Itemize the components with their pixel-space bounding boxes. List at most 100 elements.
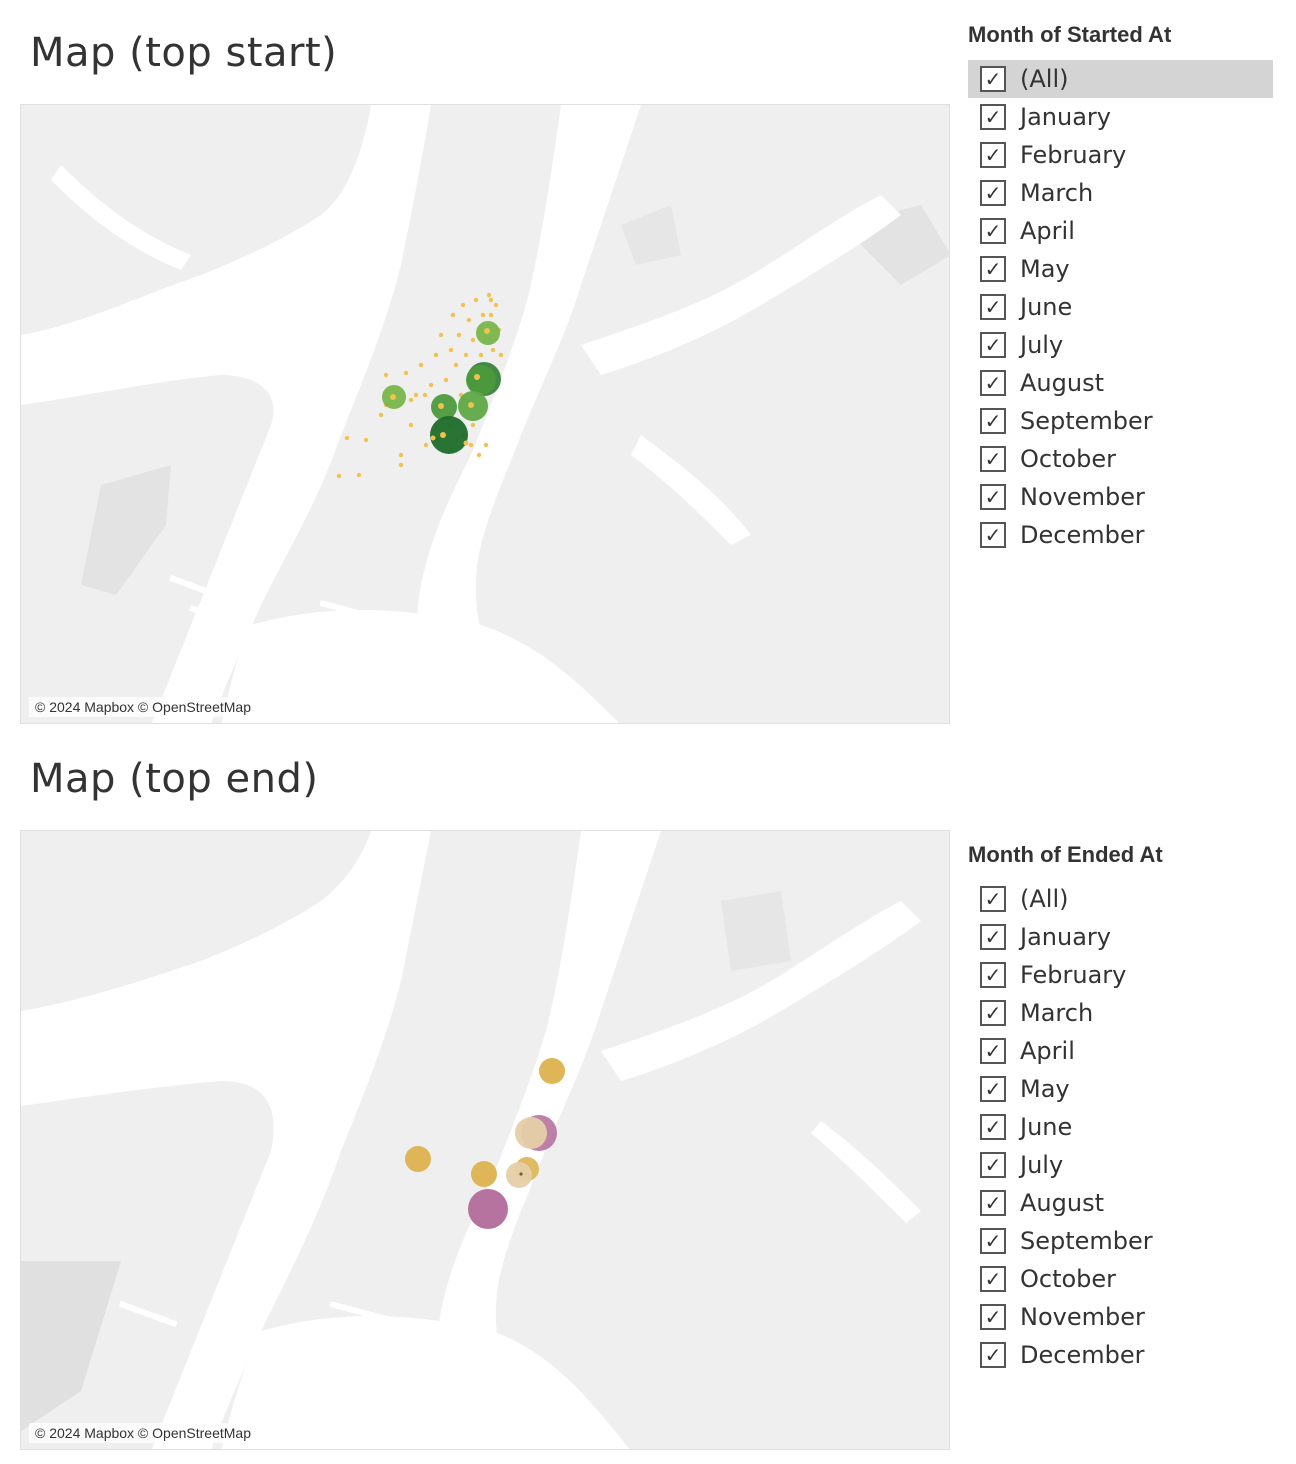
- filter-item-label: April: [1020, 1037, 1075, 1065]
- map-end[interactable]: © 2024 Mapbox © OpenStreetMap: [20, 830, 950, 1450]
- filter-list: ✓ (All) ✓ January ✓ February ✓ March ✓ April ✓ May ✓…: [968, 880, 1273, 1374]
- filter-item-label: November: [1020, 1303, 1145, 1331]
- end-station-marker[interactable]: [471, 1161, 497, 1187]
- end-station-marker[interactable]: [468, 1189, 508, 1229]
- filter-item-label: September: [1020, 407, 1153, 435]
- filter-item-june[interactable]: ✓ June: [968, 1108, 1273, 1146]
- filter-item-january[interactable]: ✓ January: [968, 98, 1273, 136]
- checkbox-checked-icon[interactable]: ✓: [980, 924, 1006, 950]
- filter-item-label: November: [1020, 483, 1145, 511]
- filter-item-label: (All): [1020, 65, 1069, 93]
- start-station-marker[interactable]: [430, 416, 468, 454]
- end-station-marker[interactable]: [506, 1162, 532, 1188]
- checkbox-checked-icon[interactable]: ✓: [980, 104, 1006, 130]
- filter-item-label: July: [1020, 331, 1064, 359]
- checkbox-checked-icon[interactable]: ✓: [980, 218, 1006, 244]
- checkbox-checked-icon[interactable]: ✓: [980, 256, 1006, 282]
- filter-item-august[interactable]: ✓ August: [968, 1184, 1273, 1222]
- map-attribution[interactable]: © 2024 Mapbox © OpenStreetMap: [29, 1423, 257, 1443]
- filter-item-march[interactable]: ✓ March: [968, 174, 1273, 212]
- filter-item-october[interactable]: ✓ October: [968, 440, 1273, 478]
- checkbox-checked-icon[interactable]: ✓: [980, 408, 1006, 434]
- filter-item-label: March: [1020, 179, 1094, 207]
- filter-item-label: December: [1020, 521, 1145, 549]
- start-station-marker[interactable]: [431, 394, 457, 420]
- checkbox-checked-icon[interactable]: ✓: [980, 1266, 1006, 1292]
- filter-item-label: April: [1020, 217, 1075, 245]
- filter-item-label: June: [1020, 1113, 1073, 1141]
- checkbox-checked-icon[interactable]: ✓: [980, 962, 1006, 988]
- filter-item-september[interactable]: ✓ September: [968, 1222, 1273, 1260]
- checkbox-checked-icon[interactable]: ✓: [980, 1304, 1006, 1330]
- filter-item-label: July: [1020, 1151, 1064, 1179]
- checkbox-checked-icon[interactable]: ✓: [980, 66, 1006, 92]
- filter-item-april[interactable]: ✓ April: [968, 212, 1273, 250]
- map-end-canvas[interactable]: [21, 831, 950, 1450]
- filter-item-label: May: [1020, 255, 1070, 283]
- filter-item-august[interactable]: ✓ August: [968, 364, 1273, 402]
- map-start-canvas[interactable]: [21, 105, 950, 724]
- filter-item-july[interactable]: ✓ July: [968, 326, 1273, 364]
- filter-item-label: January: [1020, 923, 1111, 951]
- filter-item-may[interactable]: ✓ May: [968, 250, 1273, 288]
- filter-item-january[interactable]: ✓ January: [968, 918, 1273, 956]
- checkbox-checked-icon[interactable]: ✓: [980, 1152, 1006, 1178]
- filter-item-february[interactable]: ✓ February: [968, 136, 1273, 174]
- checkbox-checked-icon[interactable]: ✓: [980, 1228, 1006, 1254]
- checkbox-checked-icon[interactable]: ✓: [980, 294, 1006, 320]
- end-station-marker[interactable]: [515, 1117, 547, 1149]
- filter-list: ✓ (All) ✓ January ✓ February ✓ March ✓ April ✓ May ✓…: [968, 60, 1273, 554]
- end-station-marker[interactable]: [405, 1146, 431, 1172]
- checkbox-checked-icon[interactable]: ✓: [980, 370, 1006, 396]
- filter-item-all[interactable]: ✓ (All): [968, 880, 1273, 918]
- checkbox-checked-icon[interactable]: ✓: [980, 1114, 1006, 1140]
- filter-item-label: May: [1020, 1075, 1070, 1103]
- checkbox-checked-icon[interactable]: ✓: [980, 1038, 1006, 1064]
- checkbox-checked-icon[interactable]: ✓: [980, 484, 1006, 510]
- checkbox-checked-icon[interactable]: ✓: [980, 1076, 1006, 1102]
- filter-month-ended: Month of Ended At ✓ (All) ✓ January ✓ Februar…: [968, 842, 1273, 1374]
- filter-title: Month of Ended At: [968, 842, 1163, 867]
- filter-item-june[interactable]: ✓ June: [968, 288, 1273, 326]
- filter-item-september[interactable]: ✓ September: [968, 402, 1273, 440]
- filter-item-february[interactable]: ✓ February: [968, 956, 1273, 994]
- filter-item-label: February: [1020, 961, 1127, 989]
- filter-item-may[interactable]: ✓ May: [968, 1070, 1273, 1108]
- filter-item-april[interactable]: ✓ April: [968, 1032, 1273, 1070]
- filter-item-november[interactable]: ✓ November: [968, 478, 1273, 516]
- filter-month-started: Month of Started At ✓ (All) ✓ January ✓ Febru…: [968, 22, 1273, 554]
- filter-item-november[interactable]: ✓ November: [968, 1298, 1273, 1336]
- filter-item-december[interactable]: ✓ December: [968, 1336, 1273, 1374]
- filter-item-label: August: [1020, 1189, 1104, 1217]
- filter-item-label: October: [1020, 445, 1117, 473]
- map-attribution[interactable]: © 2024 Mapbox © OpenStreetMap: [29, 697, 257, 717]
- filter-item-label: (All): [1020, 885, 1069, 913]
- filter-item-label: February: [1020, 141, 1127, 169]
- checkbox-checked-icon[interactable]: ✓: [980, 180, 1006, 206]
- filter-item-december[interactable]: ✓ December: [968, 516, 1273, 554]
- checkbox-checked-icon[interactable]: ✓: [980, 522, 1006, 548]
- filter-item-july[interactable]: ✓ July: [968, 1146, 1273, 1184]
- filter-item-label: August: [1020, 369, 1104, 397]
- map-start-title: Map (top start): [30, 30, 338, 76]
- checkbox-checked-icon[interactable]: ✓: [980, 332, 1006, 358]
- filter-item-label: January: [1020, 103, 1111, 131]
- map-start[interactable]: © 2024 Mapbox © OpenStreetMap: [20, 104, 950, 724]
- filter-title: Month of Started At: [968, 22, 1172, 47]
- filter-item-label: March: [1020, 999, 1094, 1027]
- checkbox-checked-icon[interactable]: ✓: [980, 142, 1006, 168]
- checkbox-checked-icon[interactable]: ✓: [980, 446, 1006, 472]
- filter-item-label: December: [1020, 1341, 1145, 1369]
- map-end-title: Map (top end): [30, 756, 319, 802]
- filter-item-october[interactable]: ✓ October: [968, 1260, 1273, 1298]
- end-station-marker[interactable]: [539, 1058, 565, 1084]
- filter-item-label: October: [1020, 1265, 1117, 1293]
- checkbox-checked-icon[interactable]: ✓: [980, 1342, 1006, 1368]
- checkbox-checked-icon[interactable]: ✓: [980, 1000, 1006, 1026]
- checkbox-checked-icon[interactable]: ✓: [980, 1190, 1006, 1216]
- checkbox-checked-icon[interactable]: ✓: [980, 886, 1006, 912]
- filter-item-march[interactable]: ✓ March: [968, 994, 1273, 1032]
- filter-item-all[interactable]: ✓ (All): [968, 60, 1273, 98]
- start-station-marker[interactable]: [466, 365, 496, 395]
- filter-item-label: September: [1020, 1227, 1153, 1255]
